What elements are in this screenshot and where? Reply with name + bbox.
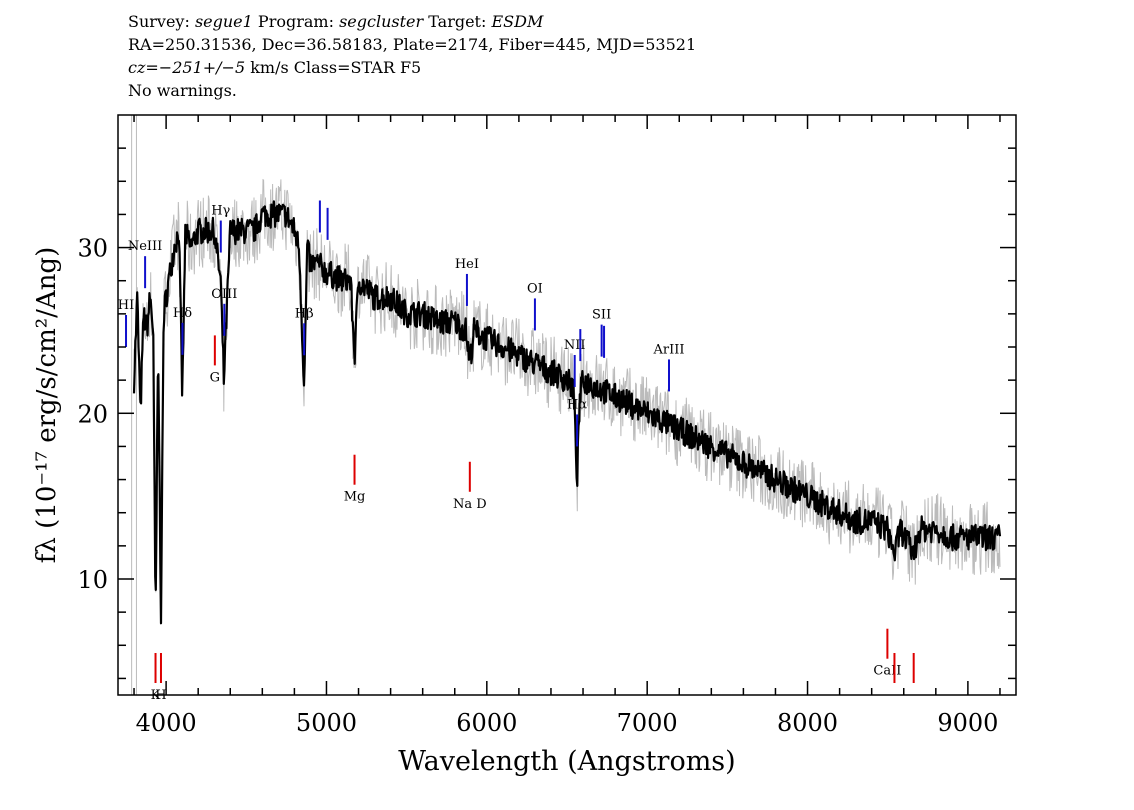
line-label-5: Hβ [295,306,314,321]
x-axis-label: Wavelength (Angstroms) [398,746,735,777]
line-label-8: HeI [455,257,479,272]
y-tick-label-20: 20 [77,400,108,428]
plot-frame [117,114,1017,696]
line-label-9: OI [527,281,543,296]
cz-value: −251+/−5 [158,58,246,77]
y-tick-label-30: 30 [77,235,108,263]
header-line-warnings: No warnings. [128,81,237,100]
program-value: segcluster [339,12,424,31]
target-value: ESDM [491,12,544,31]
instrument-edge-lines [131,115,137,695]
line-label-4: OIII [211,287,237,302]
line-label-19: Mg [344,490,366,505]
line-label-1: NeIII [128,239,162,254]
line-label-11: Hα [567,397,587,412]
line-label-3: Hγ [211,204,230,219]
line-label-0: HI [118,298,134,313]
flux-series [132,200,1002,625]
line-label-10: NII [564,338,586,353]
header-line-survey: Survey: segue1 Program: segcluster Targe… [128,10,696,33]
x-tick-label-5000: 5000 [296,709,357,737]
cz-units-class: km/s Class=STAR F5 [250,58,422,77]
y-tick-label-10: 10 [77,566,108,594]
flux-line [132,200,1002,625]
survey-label: Survey: [128,12,190,31]
program-label: Program: [257,12,334,31]
header-line-coords: RA=250.31536, Dec=36.58183, Plate=2174, … [128,35,697,54]
line-label-21: CaII [873,664,901,679]
line-label-18: G [210,370,220,385]
axis-ticks [118,115,1016,695]
target-label: Target: [428,12,487,31]
x-tick-label-7000: 7000 [617,709,678,737]
spectral-line-markers: HINeIIIHδHγOIIIHβHeIOINIIHαSIIArIIIKHGMg… [118,200,915,703]
x-tick-label-6000: 6000 [456,709,517,737]
spectrum-header: Survey: segue1 Program: segcluster Targe… [128,10,696,102]
line-label-2: Hδ [173,306,192,321]
header-line-cz: cz=−251+/−5 km/s Class=STAR F5 [128,56,696,79]
y-axis-label: fλ (10⁻¹⁷ erg/s/cm²/Ang) [32,247,62,563]
line-label-13: SII [592,308,611,323]
axis-tick-labels: 4000 5000 6000 7000 8000 9000 10 20 30 [77,235,998,737]
x-tick-label-8000: 8000 [777,709,838,737]
line-label-15: ArIII [652,342,684,357]
x-tick-label-4000: 4000 [136,709,197,737]
x-tick-label-9000: 9000 [937,709,998,737]
survey-value: segue1 [194,12,253,31]
cz-label: cz= [128,58,159,77]
line-label-20: Na D [453,497,487,512]
